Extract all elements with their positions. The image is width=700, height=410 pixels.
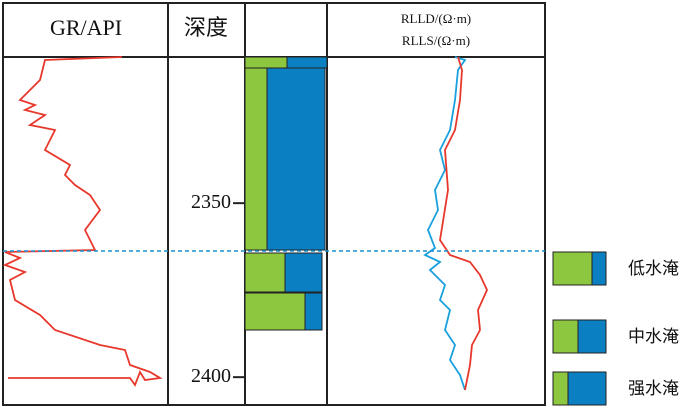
- depth-tick-label: 2350: [191, 191, 231, 213]
- depth-tick-label: 2400: [191, 365, 231, 387]
- flood-high-part: [286, 56, 328, 69]
- rlls-header: RLLS/(Ω·m): [402, 33, 470, 48]
- rlld-curve: [439, 56, 488, 391]
- flood-low-part: [244, 56, 288, 69]
- legend-low-part: [552, 371, 569, 406]
- flood-high-part: [284, 252, 323, 293]
- legend-high-part: [591, 251, 607, 286]
- flood-low-part: [244, 67, 268, 251]
- depth-header: 深度: [184, 15, 228, 40]
- legend-label: 中水淹: [628, 327, 679, 347]
- legend-label: 强水淹: [628, 379, 679, 399]
- flood-low-part: [244, 252, 286, 293]
- legend-label: 低水淹: [628, 259, 679, 279]
- flood-high-part: [304, 292, 323, 331]
- rlld-header: RLLD/(Ω·m): [401, 11, 471, 26]
- table-frame: [2, 2, 546, 406]
- legend-low-part: [552, 251, 593, 286]
- gr-header: GR/API: [50, 15, 122, 40]
- legend-low-part: [552, 319, 579, 354]
- legend-high-part: [567, 371, 607, 406]
- gr-curve: [2, 56, 163, 387]
- flood-high-part: [266, 67, 326, 251]
- flood-low-part: [244, 292, 306, 331]
- legend-high-part: [577, 319, 607, 354]
